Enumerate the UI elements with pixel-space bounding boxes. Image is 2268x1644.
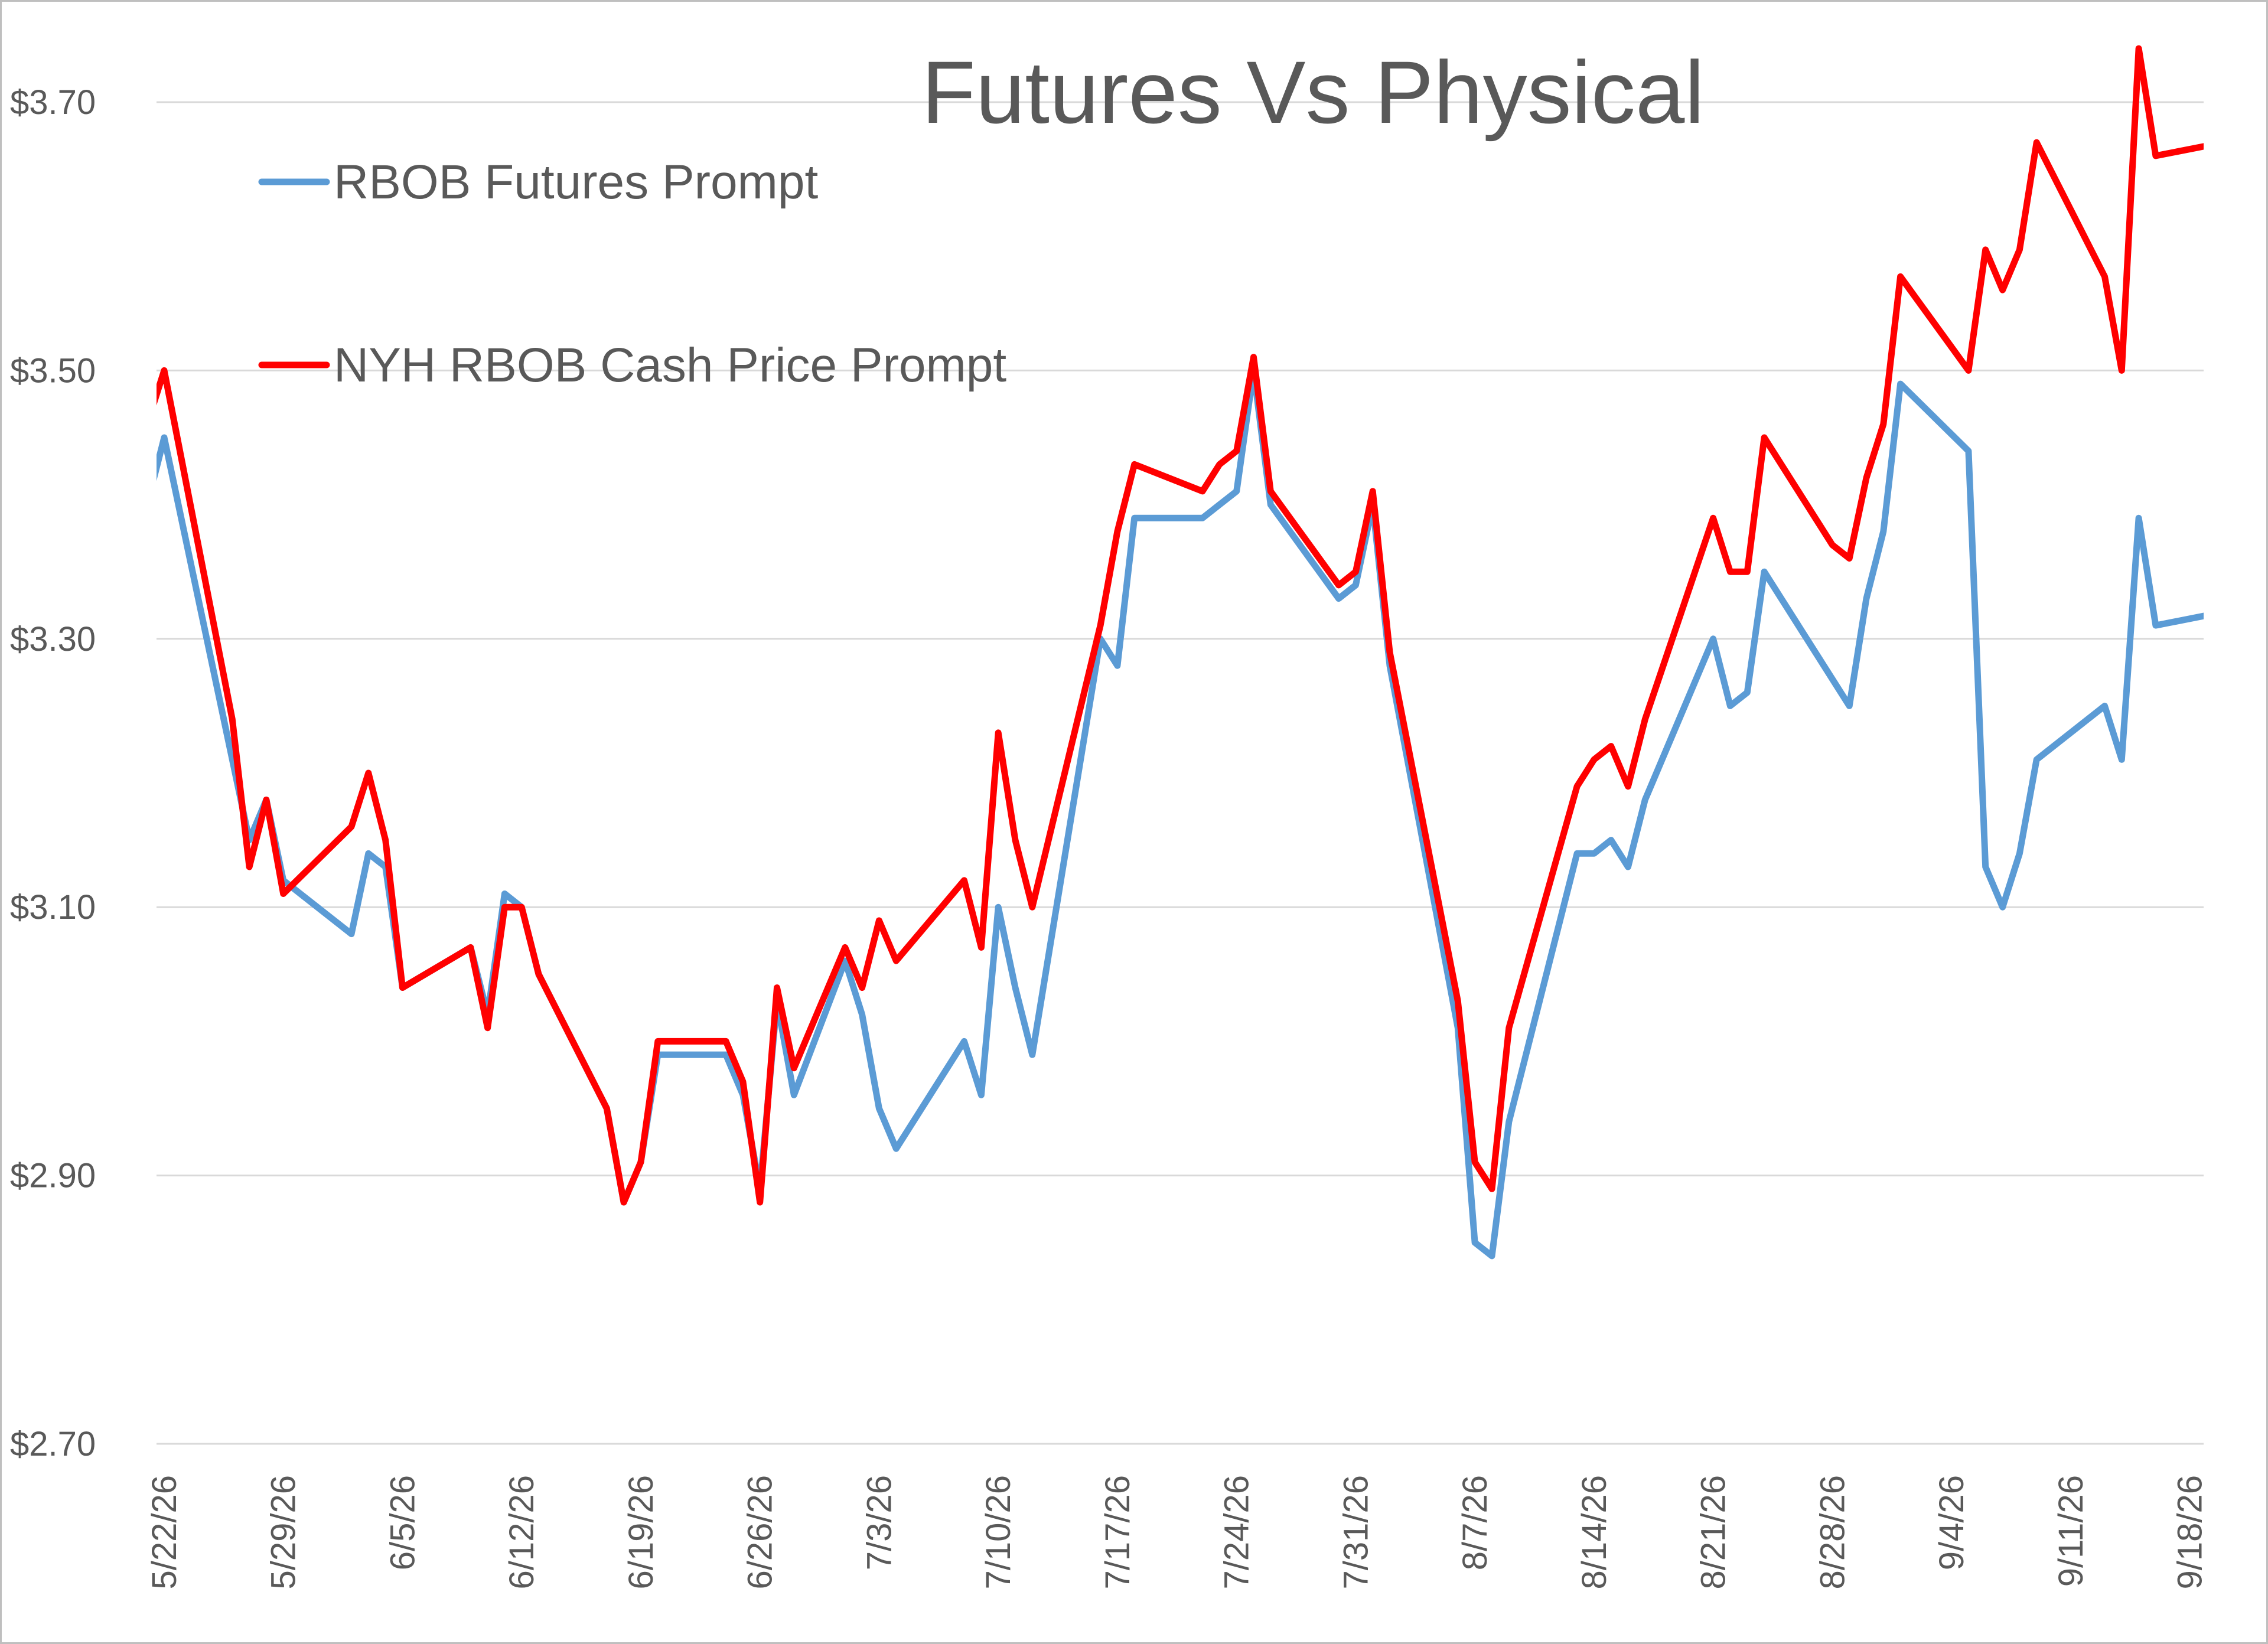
chart-title: Futures Vs Physical (921, 43, 1704, 142)
x-tick-label: 7/31/26 (1337, 1475, 1375, 1590)
y-axis-ticks: $2.70 $2.90 $3.10 $3.30 $3.50 $3.70 (10, 83, 96, 1463)
x-tick-label: 7/3/26 (860, 1475, 898, 1570)
series-lines (157, 45, 2204, 1260)
legend-label: RBOB Futures Prompt (334, 155, 818, 209)
x-tick-label: 5/29/26 (265, 1475, 303, 1590)
x-tick-label: 7/17/26 (1099, 1475, 1137, 1590)
legend: RBOB Futures Prompt NYH RBOB Cash Price P… (258, 155, 1006, 392)
x-tick-label: 9/11/26 (2052, 1475, 2090, 1587)
grid-lines (157, 101, 2204, 1445)
y-tick-label: $3.50 (10, 351, 96, 390)
x-tick-label: 8/28/26 (1813, 1475, 1852, 1590)
x-tick-label: 8/21/26 (1695, 1475, 1733, 1590)
y-tick-label: $3.30 (10, 620, 96, 658)
x-tick-label: 5/22/26 (145, 1475, 184, 1590)
series-line-nyh-cash (157, 45, 2204, 1206)
y-tick-label: $3.70 (10, 83, 96, 122)
y-tick-label: $2.70 (10, 1425, 96, 1463)
x-tick-label: 6/26/26 (741, 1475, 780, 1590)
x-axis-ticks: 5/22/26 5/29/26 6/5/26 6/12/26 6/19/26 6/26/2… (145, 1475, 2210, 1590)
x-tick-label: 7/10/26 (979, 1475, 1018, 1590)
legend-label: NYH RBOB Cash Price Prompt (334, 338, 1006, 392)
x-tick-label: 7/24/26 (1218, 1475, 1256, 1590)
series-line-rbob-futures (157, 367, 2204, 1260)
x-tick-label: 9/18/26 (2171, 1475, 2210, 1590)
x-tick-label: 9/4/26 (1933, 1475, 1971, 1570)
x-tick-label: 6/12/26 (503, 1475, 541, 1590)
x-tick-label: 6/19/26 (622, 1475, 660, 1590)
y-tick-label: $2.90 (10, 1157, 96, 1195)
x-tick-label: 6/5/26 (383, 1475, 422, 1570)
x-tick-label: 8/14/26 (1575, 1475, 1614, 1590)
x-tick-label: 8/7/26 (1456, 1475, 1494, 1570)
y-tick-label: $3.10 (10, 888, 96, 927)
